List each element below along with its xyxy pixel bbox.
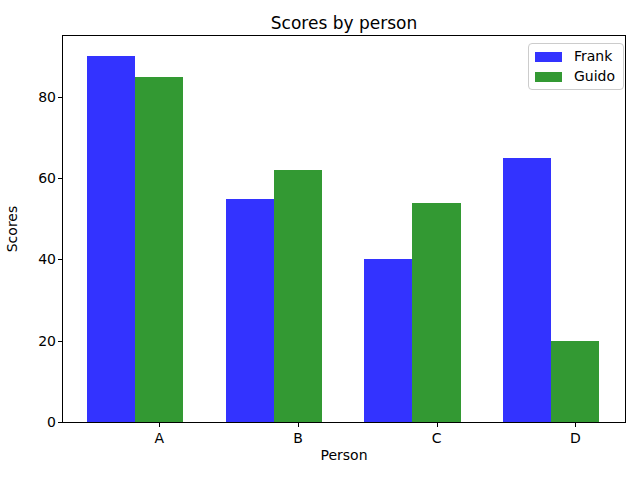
bar-guido-B — [274, 170, 322, 422]
bar-frank-D — [503, 158, 551, 422]
bar-guido-C — [412, 203, 460, 422]
x-tick-label-A: A — [129, 430, 189, 446]
legend-item-guido: Guido — [535, 69, 615, 84]
y-tick-label-0: 0 — [0, 414, 56, 430]
legend-item-frank: Frank — [535, 49, 615, 64]
legend-label-frank: Frank — [574, 49, 612, 64]
x-tick-label-D: D — [545, 430, 605, 446]
bar-guido-D — [551, 341, 599, 422]
plot-area — [63, 36, 625, 422]
y-tick-label-80: 80 — [0, 89, 56, 105]
bar-frank-A — [87, 56, 135, 422]
bar-guido-A — [135, 77, 183, 422]
chart-figure: Scores by person Person Scores Frank Guid… — [0, 0, 640, 480]
bar-frank-B — [226, 199, 274, 422]
y-tick-0 — [58, 422, 62, 423]
x-tick-C — [437, 423, 438, 427]
legend-swatch-frank — [535, 52, 562, 62]
y-tick-label-20: 20 — [0, 333, 56, 349]
x-axis-label: Person — [63, 447, 625, 463]
legend-label-guido: Guido — [574, 69, 615, 84]
x-tick-label-B: B — [268, 430, 328, 446]
legend: Frank Guido — [528, 43, 624, 90]
y-tick-60 — [58, 178, 62, 179]
x-tick-A — [159, 423, 160, 427]
bar-frank-C — [364, 259, 412, 422]
legend-swatch-guido — [535, 72, 562, 82]
x-tick-label-C: C — [407, 430, 467, 446]
y-tick-label-60: 60 — [0, 170, 56, 186]
x-tick-D — [575, 423, 576, 427]
y-tick-80 — [58, 97, 62, 98]
y-tick-40 — [58, 259, 62, 260]
y-axis-label: Scores — [4, 169, 20, 289]
y-tick-20 — [58, 341, 62, 342]
y-tick-label-40: 40 — [0, 251, 56, 267]
x-tick-B — [298, 423, 299, 427]
chart-title: Scores by person — [63, 13, 625, 33]
